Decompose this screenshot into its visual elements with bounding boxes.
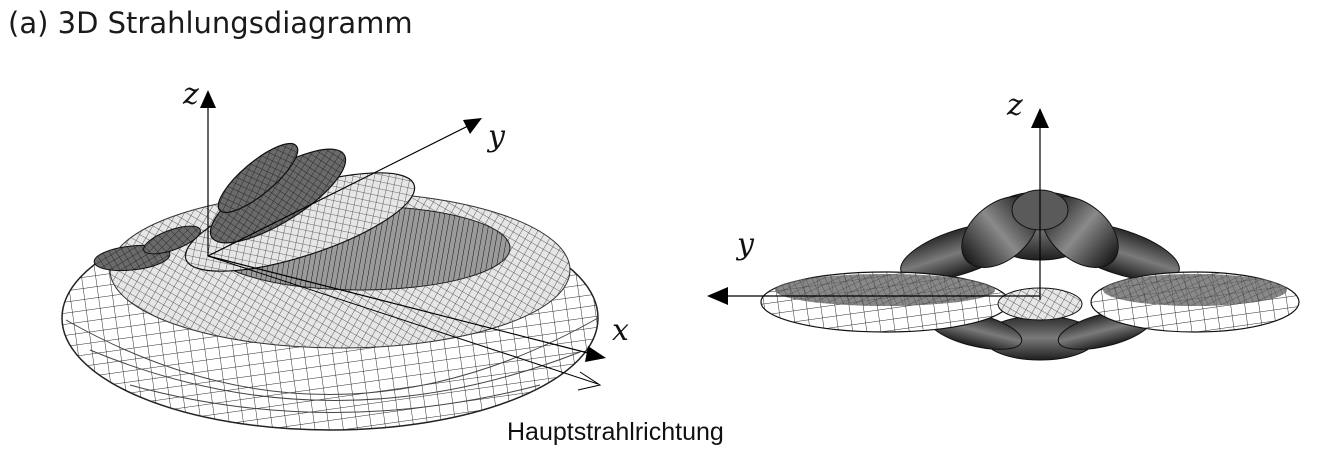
left-y-axis-line: [207, 125, 469, 257]
left-z-axis-label: z: [182, 77, 199, 112]
left-x-arrow-icon: [585, 346, 606, 362]
right-axes: [707, 108, 1049, 305]
side-lobes: [93, 143, 416, 272]
right-y-arrow-icon: [707, 287, 728, 305]
horizontal-lobes: [760, 271, 1300, 333]
right-view: z y: [707, 88, 1300, 361]
upper-petals: [900, 189, 1180, 281]
left-x-axis-line: [207, 255, 593, 355]
left-x-axis-label: x: [612, 313, 629, 348]
right-z-axis-label: z: [1006, 88, 1023, 123]
diagram-title: (a) 3D Strahlungsdiagramm: [8, 6, 413, 40]
left-z-arrow-icon: [200, 90, 216, 108]
right-z-arrow-icon: [1031, 108, 1049, 128]
left-view: z y x Hauptstrahlrichtung: [61, 77, 724, 446]
main-beam-caption: Hauptstrahlrichtung: [507, 418, 724, 446]
main-beam-arrow-icon: [577, 371, 602, 391]
left-y-axis-label: y: [486, 119, 506, 154]
main-beam-direction-line: [207, 255, 599, 385]
right-y-axis-label: y: [735, 227, 755, 262]
left-y-arrow-icon: [463, 118, 482, 134]
left-axes: [200, 90, 606, 391]
